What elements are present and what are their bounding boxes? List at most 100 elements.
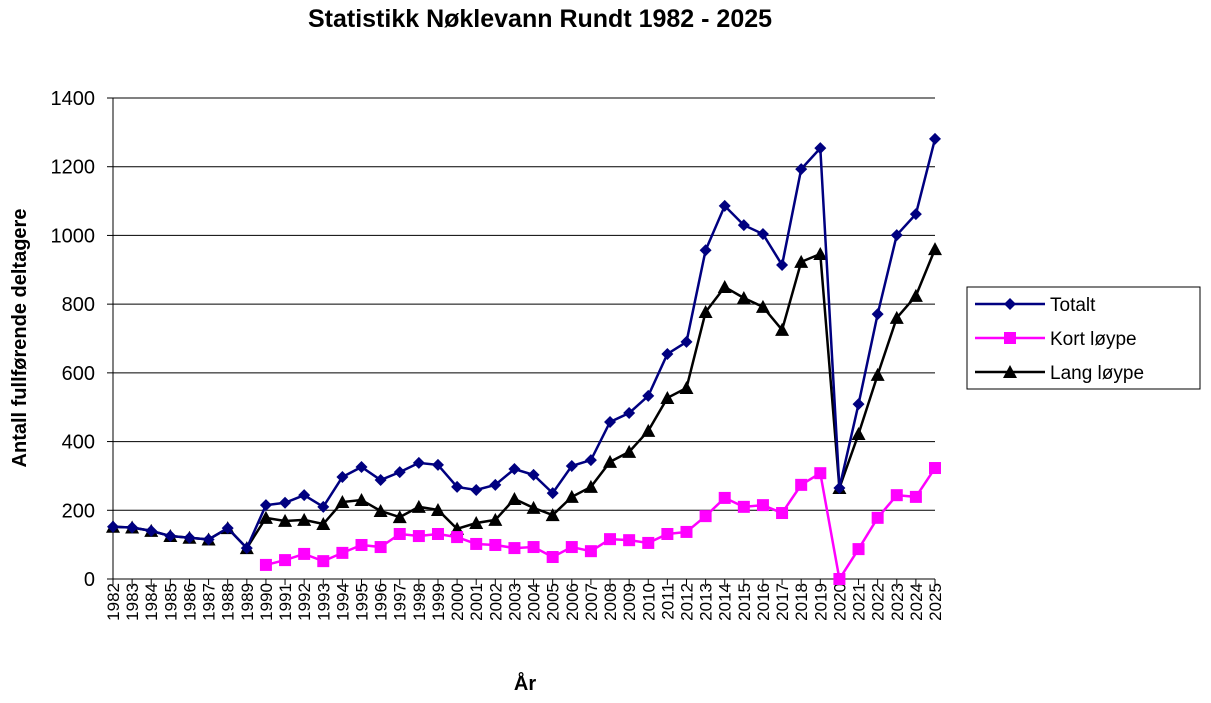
x-tick-label: 2016 [754, 583, 773, 621]
data-point-triangle [775, 322, 790, 336]
x-tick-label: 1987 [200, 583, 219, 621]
data-point-triangle [507, 491, 522, 505]
data-point-diamond [1004, 298, 1016, 310]
data-point-diamond [374, 474, 387, 487]
y-tick-label: 1400 [51, 88, 96, 110]
data-point-diamond [699, 244, 712, 257]
data-point-triangle [717, 279, 732, 293]
data-point-diamond [852, 398, 865, 411]
x-tick-label: 2014 [716, 583, 735, 621]
data-point-square [929, 462, 941, 475]
data-point-square [546, 551, 559, 564]
data-point-square [604, 533, 617, 546]
series-totalt [107, 132, 941, 555]
data-point-square [470, 537, 483, 550]
data-point-diamond [336, 470, 349, 483]
x-tick-label: 2011 [658, 583, 677, 620]
data-point-triangle [908, 288, 923, 302]
data-point-diamond [431, 458, 444, 471]
x-tick-label: 2021 [850, 583, 869, 621]
data-point-square [795, 478, 808, 491]
data-point-diamond [183, 531, 196, 544]
x-tick-label: 2019 [811, 583, 830, 621]
data-point-triangle [889, 310, 904, 324]
x-axis-label: År [514, 671, 536, 695]
chart-title: Statistikk Nøklevann Rundt 1982 - 2025 [308, 5, 772, 33]
y-tick-label: 1000 [51, 225, 96, 247]
data-point-triangle [354, 492, 369, 506]
data-point-triangle [1003, 365, 1017, 378]
data-point-square [584, 545, 597, 558]
data-point-square [737, 500, 750, 513]
series-line [112, 138, 937, 551]
x-tick-label: 2006 [563, 583, 582, 621]
data-point-square [680, 525, 693, 538]
data-point-diamond [604, 415, 617, 428]
data-point-triangle [564, 489, 579, 503]
x-tick-label: 2018 [792, 583, 811, 621]
data-point-diamond [623, 407, 636, 420]
x-tick-label: 2024 [907, 583, 926, 621]
data-point-diamond [565, 459, 578, 472]
x-tick-label: 1995 [353, 583, 372, 621]
x-tick-label: 2009 [620, 583, 639, 621]
legend: Totalt Kort løype Lang løype [966, 286, 1201, 390]
y-tick-label: 200 [62, 500, 95, 522]
x-tick-label: 2001 [467, 583, 486, 621]
data-point-diamond [279, 496, 292, 509]
data-point-triangle [622, 444, 637, 458]
data-point-diamond [584, 454, 597, 467]
x-tick-label: 1994 [333, 583, 352, 621]
y-tick-label: 600 [62, 363, 95, 385]
data-point-triangle [297, 512, 312, 526]
x-tick-label: 2003 [505, 583, 524, 621]
x-tick-label: 2023 [888, 583, 907, 621]
data-point-diamond [508, 463, 521, 476]
data-point-square [412, 530, 425, 543]
data-point-square [298, 547, 311, 560]
data-point-triangle [545, 508, 560, 522]
series-line [112, 248, 937, 551]
data-point-square [756, 499, 769, 512]
x-tick-label: 1984 [142, 583, 161, 621]
data-point-triangle [373, 503, 388, 517]
data-point-square [279, 554, 292, 567]
x-tick-label: 2000 [448, 583, 467, 621]
data-point-triangle [928, 242, 942, 256]
data-point-square [623, 534, 636, 547]
y-tick-label: 800 [62, 294, 95, 316]
data-point-square [451, 531, 464, 544]
x-tick-label: 1993 [314, 583, 333, 621]
data-point-diamond [833, 481, 846, 494]
y-tick-label: 1200 [51, 157, 96, 179]
x-tick-label: 1983 [123, 583, 142, 621]
data-point-diamond [470, 484, 483, 497]
data-point-triangle [316, 517, 331, 531]
x-tick-label: 2013 [697, 583, 716, 621]
x-tick-label: 2012 [677, 583, 696, 621]
data-point-square [374, 541, 387, 554]
data-point-triangle [698, 305, 713, 319]
data-point-square [393, 527, 406, 540]
x-tick-label: 2022 [869, 583, 888, 621]
y-tick-label: 400 [62, 432, 95, 454]
x-tick-label: 1989 [238, 583, 257, 621]
data-point-diamond [890, 229, 903, 242]
data-point-diamond [355, 460, 368, 473]
x-tick-label: 1997 [391, 583, 410, 621]
x-tick-label: 2004 [525, 583, 544, 621]
data-point-square [699, 510, 712, 523]
data-point-diamond [642, 389, 655, 402]
data-point-diamond [929, 132, 941, 145]
data-point-diamond [259, 499, 272, 512]
data-point-triangle [679, 380, 694, 394]
data-point-square [336, 546, 349, 559]
data-point-square [431, 527, 444, 540]
data-point-triangle [851, 427, 866, 441]
data-point-square [661, 527, 674, 540]
data-point-square [508, 542, 521, 555]
x-tick-label: 2005 [544, 583, 563, 621]
x-tick-label: 1985 [161, 583, 180, 621]
data-point-triangle [392, 510, 407, 524]
data-point-diamond [680, 335, 693, 348]
